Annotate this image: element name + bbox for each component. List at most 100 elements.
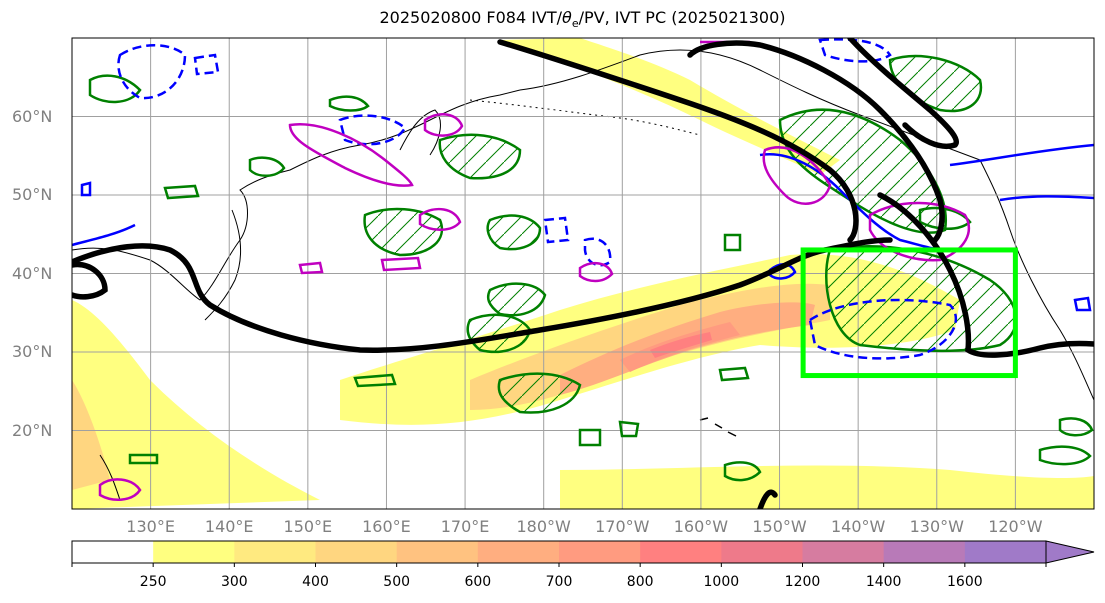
pv-9 [98, 478, 142, 501]
longitude-tick-label: 140°E [204, 517, 254, 536]
colorbar-tick-label: 1200 [784, 574, 821, 590]
colorbar-tick-label: 1000 [703, 574, 740, 590]
green-small-2 [163, 184, 200, 200]
ivt-pc-pos-5 [486, 214, 542, 251]
green-small-6 [353, 373, 397, 388]
colorbar-tick-label: 800 [626, 574, 654, 590]
jet-south-stub [757, 489, 778, 509]
blue-dash-7 [818, 38, 892, 63]
colorbar-tick-label: 700 [545, 574, 573, 590]
blue-solid-6 [1073, 296, 1092, 312]
green-small-14 [1058, 417, 1094, 437]
colorbar-extend-arrow [1045, 540, 1095, 564]
colorbar-segment [721, 541, 803, 563]
longitude-tick-label: 140°W [830, 517, 886, 536]
colorbar-tick-label: 600 [464, 574, 492, 590]
blue-solid-2 [759, 152, 946, 252]
latitude-tick-label: 40°N [12, 263, 53, 283]
pv-7 [762, 146, 832, 205]
jet-main [72, 237, 893, 353]
map-frame [71, 37, 1095, 510]
green-small-11 [618, 420, 640, 438]
colorbar-tick-label: 500 [383, 574, 411, 590]
ivt-band-south [560, 465, 1094, 509]
longitude-tick-label: 130°W [909, 517, 964, 536]
longitude-tick-label: 150°W [752, 517, 807, 536]
green-small-10 [578, 428, 602, 447]
blue-dash-2 [193, 53, 220, 76]
map-title: 2025020800 F084 IVT/θe/PV, IVT PC (20250… [379, 8, 786, 31]
colorbar-tick-label: 400 [302, 574, 329, 590]
ivt-band-north [500, 38, 840, 175]
colorbar-tick-label: 300 [220, 574, 248, 590]
philippines [99, 454, 121, 501]
latitude-tick-label: 20°N [12, 420, 53, 440]
latitude-tick-label: 50°N [12, 185, 53, 204]
blue-dash-4 [543, 216, 570, 244]
blue-solid-3 [949, 143, 1094, 167]
longitude-tick-label: 120°W [988, 517, 1043, 536]
blue-dash-1 [117, 44, 187, 100]
colorbar-segment [477, 541, 560, 563]
north-america-coastline [979, 159, 1094, 401]
green-small-12 [723, 461, 762, 482]
longitude-tick-label: 160°W [673, 517, 729, 536]
jet-upper [497, 39, 859, 243]
colorbar-segment [802, 541, 885, 563]
jet-east [847, 38, 959, 149]
green-small-13 [918, 206, 972, 230]
asia-coastline [72, 89, 521, 301]
latitude-tick-label: 30°N [12, 342, 53, 361]
colorbar [71, 540, 1095, 567]
ivt-pc-negative-solid [72, 143, 1094, 312]
jet-west-loop [72, 261, 108, 300]
colorbar-segment [640, 541, 722, 563]
green-small-4 [328, 95, 370, 112]
colorbar-tick-label: 1600 [947, 574, 983, 590]
jet-coast [877, 192, 1094, 358]
green-small-8 [1038, 445, 1092, 466]
pv-5 [298, 261, 324, 275]
colorbar-tick-label: 1400 [865, 574, 902, 590]
colorbar-segment [234, 541, 316, 563]
colorbar-segment [964, 541, 1047, 563]
kamchatka [399, 109, 441, 156]
pv-3 [418, 207, 462, 231]
jet-contours [72, 38, 1094, 509]
blue-dash-6 [808, 298, 958, 360]
ivt-pc-pos-4 [363, 207, 443, 257]
green-small-3 [248, 156, 286, 177]
ivt-pc-pos-8 [497, 372, 582, 414]
blue-solid-1 [72, 223, 136, 247]
latitude-tick-label: 60°N [12, 106, 53, 126]
pv-6 [578, 261, 614, 283]
ivt-west-core [72, 380, 110, 490]
blue-solid-7 [80, 181, 92, 197]
longitude-tick-label: 130°E [126, 517, 175, 536]
blue-solid-4 [999, 195, 1094, 202]
green-small-1 [88, 74, 142, 104]
ivt-pc-pos-9 [486, 282, 547, 317]
target-region-box [800, 247, 1018, 379]
longitude-tick-label: 170°E [440, 517, 490, 536]
green-small-9 [128, 453, 159, 465]
colorbar-segment [153, 541, 235, 563]
jet-loop [687, 40, 945, 243]
pv-2 [423, 113, 464, 137]
pv-4 [380, 256, 422, 272]
longitude-tick-label: 160°E [362, 517, 411, 536]
longitude-tick-label: 180°W [516, 517, 571, 536]
ivt-pc-positive-open [88, 74, 1094, 482]
colorbar-segment [559, 541, 641, 563]
colorbar-tick-label: 250 [139, 574, 167, 590]
aleutians [469, 99, 701, 136]
green-small-5 [723, 233, 742, 252]
colorbar-segment [396, 541, 479, 563]
longitude-tick-label: 170°W [595, 517, 650, 536]
pv-1 [288, 122, 414, 187]
colorbar-segment [883, 541, 966, 563]
pv-contours [98, 40, 971, 501]
colorbar-segment [72, 541, 154, 563]
ivt-band-subtropical [72, 300, 320, 509]
